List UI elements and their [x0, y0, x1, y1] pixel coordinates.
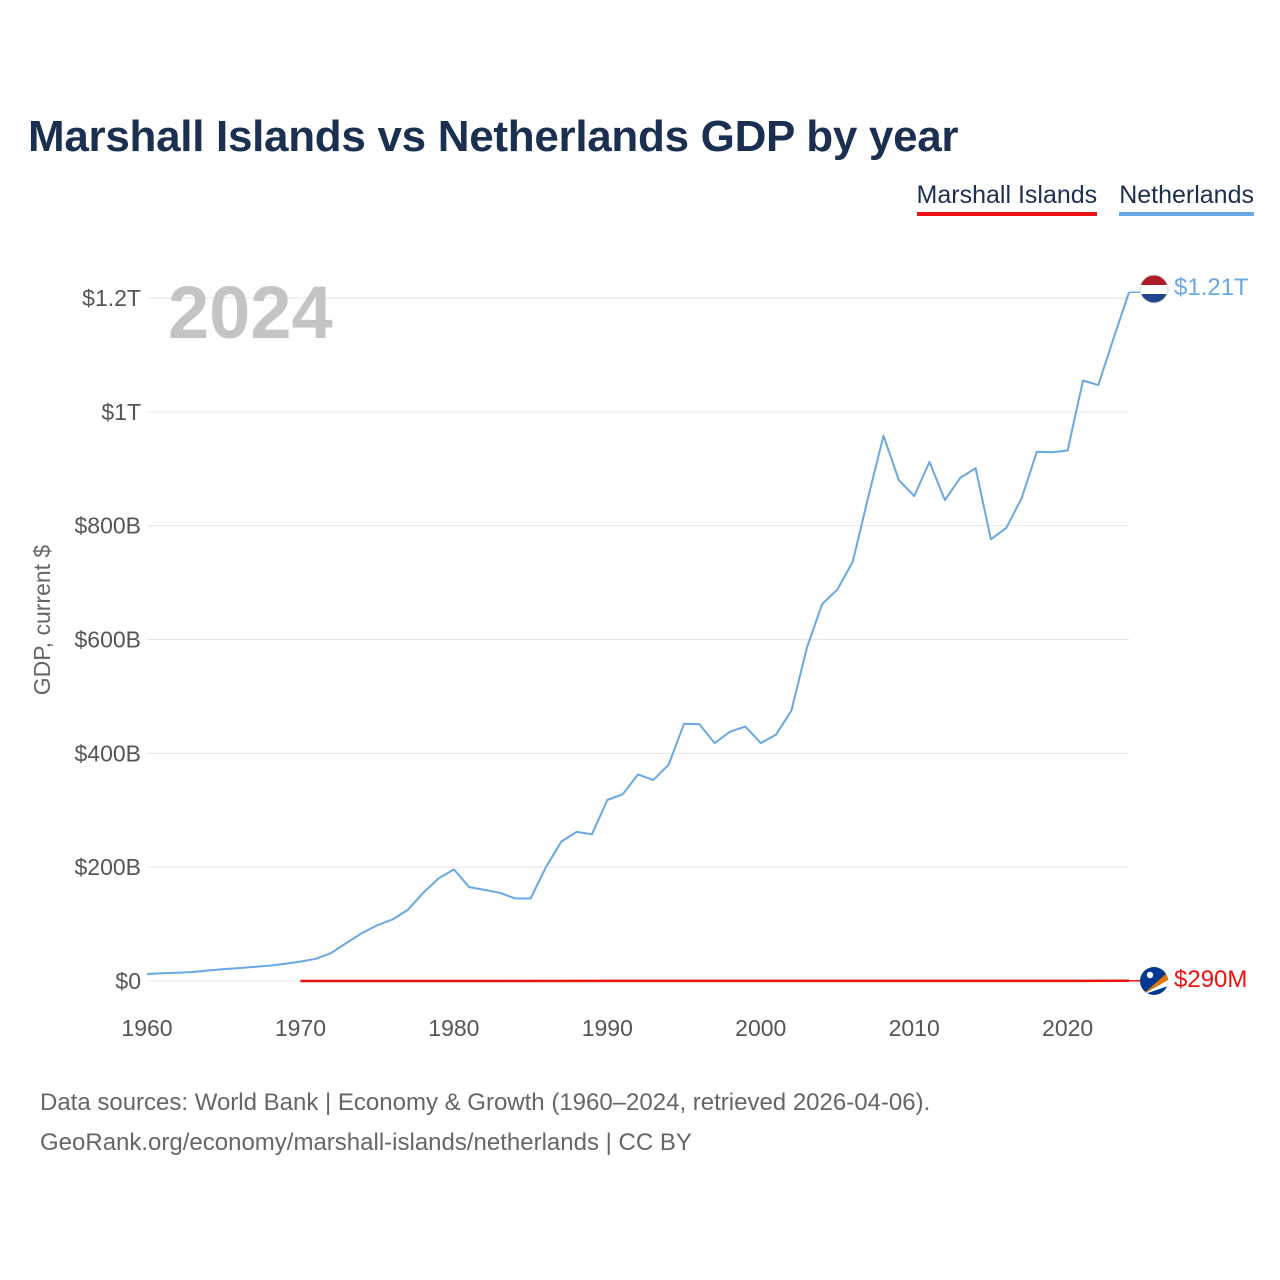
- netherlands-flag-icon: [1139, 274, 1169, 304]
- y-tick-label: $400B: [74, 740, 141, 766]
- marshall-islands-flag-icon: [1140, 967, 1168, 995]
- source-line-1: Data sources: World Bank | Economy & Gro…: [40, 1089, 931, 1116]
- x-tick-label: 2010: [889, 1015, 940, 1041]
- source-note: Data sources: World Bank | Economy & Gro…: [40, 1083, 930, 1163]
- x-tick-label: 1960: [121, 1015, 172, 1041]
- y-axis-title: GDP, current $: [29, 545, 55, 696]
- marshall-islands-end-label: $290M: [1174, 966, 1247, 993]
- legend: Marshall Islands Netherlands: [916, 180, 1254, 216]
- year-label: 2024: [168, 271, 333, 354]
- y-axis: $0 $200B $400B $600B $800B $1T $1.2T: [74, 285, 141, 994]
- chart-area: 2024 $0 $200B $400B $600B $800B $1T $1.2T 1960…: [29, 271, 1249, 1041]
- x-axis: 1960 1970 1980 1990 2000 2010 2020: [121, 1015, 1093, 1041]
- y-tick-label: $200B: [74, 854, 141, 880]
- x-tick-label: 1980: [428, 1015, 479, 1041]
- netherlands-end-label: $1.21T: [1174, 274, 1249, 301]
- source-line-2[interactable]: GeoRank.org/economy/marshall-islands/net…: [40, 1129, 692, 1156]
- x-tick-label: 2000: [735, 1015, 786, 1041]
- y-tick-label: $0: [115, 968, 141, 994]
- netherlands-line: [146, 291, 1130, 975]
- y-tick-label: $800B: [74, 513, 141, 539]
- x-tick-label: 2020: [1042, 1015, 1093, 1041]
- y-tick-label: $600B: [74, 627, 141, 653]
- x-tick-label: 1990: [582, 1015, 633, 1041]
- grid-lines: [147, 297, 1129, 982]
- x-tick-label: 1970: [275, 1015, 326, 1041]
- y-tick-label: $1.2T: [82, 285, 141, 311]
- legend-item-netherlands[interactable]: Netherlands: [1119, 180, 1254, 216]
- legend-item-marshall-islands[interactable]: Marshall Islands: [916, 180, 1098, 216]
- chart-title: Marshall Islands vs Netherlands GDP by y…: [28, 112, 959, 161]
- series-lines: [146, 291, 1140, 983]
- y-tick-label: $1T: [101, 399, 141, 425]
